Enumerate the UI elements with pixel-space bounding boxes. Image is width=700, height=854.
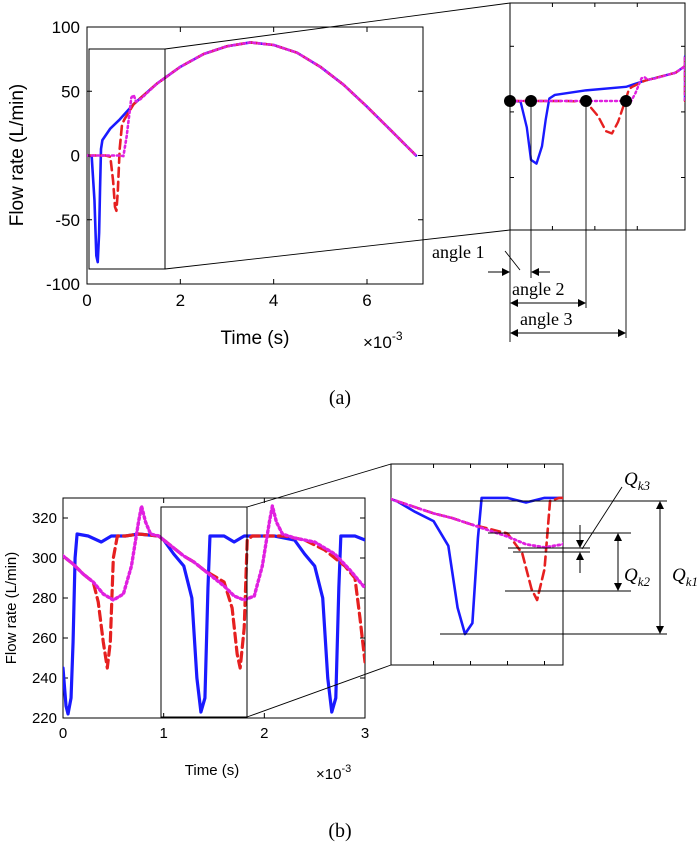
angle3-arrowhead-right xyxy=(618,329,626,337)
angle1-leader xyxy=(504,250,521,271)
b-ytick-label-2: 260 xyxy=(32,630,57,647)
a-xtick-label-2: 4 xyxy=(269,291,278,310)
panel-b-zoom-series xyxy=(391,496,563,636)
panel-a: -100 -50 0 50 100 0 2 4 6 Flow rate (L/min) Time… xyxy=(7,2,686,409)
panel-b: 220 240 260 280 300 320 0 1 2 3 Flow rate (L/min)… xyxy=(3,463,698,842)
qk3-label: Qk3 xyxy=(624,469,651,493)
a-xtick-label-1: 2 xyxy=(176,291,185,310)
b-xtick-label-2: 2 xyxy=(260,725,268,742)
a-xtick-label-3: 6 xyxy=(362,291,371,310)
angle2-label: angle 2 xyxy=(512,279,564,299)
qk3-arrowhead-bottom xyxy=(576,552,584,560)
bz-series-0 xyxy=(391,496,563,636)
panel-b-ticks: 220 240 260 280 300 320 0 1 2 3 xyxy=(32,498,369,742)
a-ytick-label-2: 0 xyxy=(71,147,80,166)
panel-b-xlabel: Time (s) xyxy=(185,762,239,779)
b-xtick-label-3: 3 xyxy=(361,725,369,742)
a-ytick-label-4: 100 xyxy=(52,18,80,37)
angle3-arrowhead-left xyxy=(510,329,518,337)
a-ytick-label-3: 50 xyxy=(61,82,80,101)
panel-a-zoom-ticks xyxy=(510,3,685,230)
caption-a: (a) xyxy=(329,387,351,409)
qk2-label: Qk2 xyxy=(624,565,651,589)
az-series-2 xyxy=(510,55,685,103)
a-ytick-label-1: -50 xyxy=(55,211,80,230)
panel-b-zoom-region xyxy=(160,506,248,718)
panel-a-zoom-region xyxy=(88,48,166,270)
panel-a-zoom-inset-box xyxy=(509,2,686,231)
panel-a-zoom-series xyxy=(510,55,685,165)
panel-b-axes-box xyxy=(62,497,366,719)
bz-series-2 xyxy=(391,497,563,549)
qk1-arrowhead-bottom xyxy=(656,626,664,634)
panel-a-zoom-connector-bottom xyxy=(164,229,511,270)
a-xtick-label-0: 0 xyxy=(82,291,91,310)
panel-a-ticks: -100 -50 0 50 100 0 2 4 6 xyxy=(46,18,423,310)
b-xtick-label-0: 0 xyxy=(59,725,67,742)
angle1-arrowhead-left xyxy=(502,268,510,276)
b-series-2 xyxy=(63,504,365,602)
b-ytick-label-0: 220 xyxy=(32,710,57,727)
panel-b-zoom-connector-bottom xyxy=(246,664,392,718)
a-ytick-label-0: -100 xyxy=(46,275,80,294)
qk1-label: Qk1 xyxy=(672,565,698,589)
panel-a-xlabel: Time (s) xyxy=(221,328,290,349)
b-ytick-label-5: 320 xyxy=(32,510,57,527)
a-series-0 xyxy=(87,41,418,264)
qk2-arrowhead-bottom xyxy=(614,583,622,591)
a-series-2 xyxy=(87,41,418,158)
angle1-label: angle 1 xyxy=(432,242,484,262)
panel-b-ylabel: Flow rate (L/min) xyxy=(3,552,20,665)
angle1-arrowhead-right xyxy=(531,268,539,276)
a-series-1 xyxy=(87,41,418,213)
b-ytick-label-4: 300 xyxy=(32,550,57,567)
b-series-1 xyxy=(63,532,365,670)
b-ytick-label-3: 280 xyxy=(32,590,57,607)
b-ytick-label-1: 240 xyxy=(32,670,57,687)
panel-b-zoom-connector-top xyxy=(246,463,392,508)
panel-b-series xyxy=(63,504,365,716)
b-xtick-label-1: 1 xyxy=(159,725,167,742)
qk3-arrowhead-top xyxy=(576,540,584,548)
panel-a-ylabel: Flow rate (L/min) xyxy=(7,84,28,227)
qk1-arrowhead-top xyxy=(656,501,664,509)
angle2-arrowhead-right xyxy=(578,299,586,307)
panel-b-zoom-ticks xyxy=(433,464,546,665)
panel-a-zoom-connector-top xyxy=(164,2,511,50)
qk3-leader xyxy=(581,486,623,550)
angle2-arrowhead-left xyxy=(510,299,518,307)
panel-b-multiplier: ×10-3 xyxy=(316,763,351,783)
angle3-label: angle 3 xyxy=(520,309,572,329)
b-series-0 xyxy=(63,532,365,716)
caption-b: (b) xyxy=(328,820,351,842)
panel-a-multiplier: ×10-3 xyxy=(363,329,403,352)
qk2-arrowhead-top xyxy=(614,533,622,541)
panel-a-series xyxy=(87,41,418,264)
